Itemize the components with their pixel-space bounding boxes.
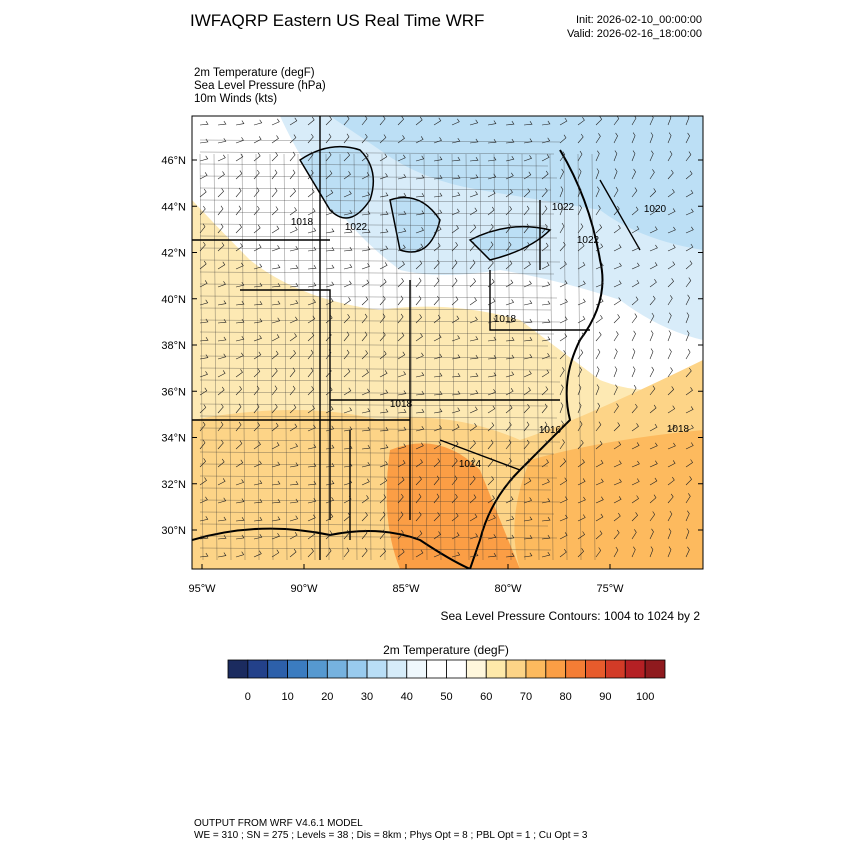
lon-label: 95°W xyxy=(188,583,216,595)
colorbar-label: 20 xyxy=(321,691,333,703)
contour-label: 1018 xyxy=(390,399,413,410)
colorbar-label: 60 xyxy=(480,691,492,703)
colorbar-box xyxy=(585,659,606,679)
init-time: Init: 2026-02-10_00:00:00 xyxy=(576,14,702,26)
colorbar-box xyxy=(326,659,348,679)
colorbar-box xyxy=(227,659,249,679)
lon-label: 75°W xyxy=(596,583,624,595)
lat-label: 40°N xyxy=(161,294,186,306)
field-label: 2m Temperature (degF) xyxy=(194,67,315,79)
footer-line: OUTPUT FROM WRF V4.6.1 MODEL xyxy=(194,818,363,829)
colorbar-box xyxy=(644,659,666,679)
contour-label: 1014 xyxy=(459,459,482,470)
contour-label: 1020 xyxy=(644,204,667,215)
colorbar-label: 100 xyxy=(636,691,654,703)
colorbar-box xyxy=(247,659,269,679)
colorbar-label: 40 xyxy=(401,691,413,703)
colorbar-box xyxy=(426,659,447,679)
colorbar-label: 70 xyxy=(520,691,532,703)
contour-note: Sea Level Pressure Contours: 1004 to 102… xyxy=(441,609,701,623)
contour-label: 1022 xyxy=(552,202,575,213)
colorbar-label: 30 xyxy=(361,691,373,703)
lon-label: 80°W xyxy=(494,583,522,595)
lat-label: 46°N xyxy=(161,155,186,167)
colorbar-box xyxy=(386,659,408,679)
lat-label: 42°N xyxy=(161,248,186,260)
colorbar-label: 50 xyxy=(440,691,452,703)
colorbar-box xyxy=(525,659,547,679)
contour-label: 1016 xyxy=(539,425,562,436)
contour-label: 1018 xyxy=(494,314,517,325)
contour-label: 1022 xyxy=(577,235,600,246)
great-lakes xyxy=(298,145,552,261)
colorbar-label: 0 xyxy=(245,691,251,703)
title: IWFAQRP Eastern US Real Time WRF xyxy=(190,11,484,30)
lat-label: 44°N xyxy=(161,201,186,213)
colorbar-box xyxy=(406,659,428,679)
lon-label: 90°W xyxy=(290,583,318,595)
contour-label: 1022 xyxy=(345,222,368,233)
colorbar-box xyxy=(605,659,626,679)
colorbar-box xyxy=(505,659,527,679)
lat-label: 30°N xyxy=(161,525,186,537)
colorbar-box xyxy=(366,659,388,679)
colorbar-label: 90 xyxy=(599,691,611,703)
map-field: 1018 1022 1022 1022 1020 1018 1018 1016 1014 1018 xyxy=(192,116,703,569)
colorbar-box xyxy=(485,659,507,679)
cold-zone xyxy=(330,116,703,250)
contour-label: 1018 xyxy=(291,217,314,228)
colorbar-box xyxy=(267,659,288,679)
contour-labels: 1018 1022 1022 1022 1020 1018 1018 1016 1014 1018 xyxy=(291,202,690,470)
colorbar-box xyxy=(465,659,487,679)
colorbar-box xyxy=(287,659,308,679)
footer-line: WE = 310 ; SN = 275 ; Levels = 38 ; Dis … xyxy=(194,830,588,841)
state-lines xyxy=(192,116,641,560)
field-label: Sea Level Pressure (hPa) xyxy=(194,80,326,92)
colorbar-box xyxy=(446,659,467,679)
colorbar-box xyxy=(307,659,328,679)
lat-label: 38°N xyxy=(161,340,186,352)
lon-label: 85°W xyxy=(392,583,420,595)
colorbar-box xyxy=(624,659,646,679)
colorbar-box xyxy=(346,659,368,679)
barb-field xyxy=(199,116,694,558)
colorbar-box xyxy=(565,659,586,679)
boundaries xyxy=(192,116,641,561)
ocean-warm xyxy=(514,430,703,569)
colorbar-label: 80 xyxy=(560,691,572,703)
colorbar-box xyxy=(545,659,567,679)
contour-label: 1018 xyxy=(667,424,690,435)
map-axes: 46°N 44°N 42°N 40°N 38°N 36°N 34°N 32°N 30°N 95°W… xyxy=(161,155,703,595)
colorbar: 0 10 20 30 40 50 60 70 80 90 100 xyxy=(227,659,666,703)
wind-barbs xyxy=(199,116,694,558)
coastline xyxy=(469,149,604,569)
lat-label: 34°N xyxy=(161,433,186,445)
lat-label: 36°N xyxy=(161,386,186,398)
valid-time: Valid: 2026-02-16_18:00:00 xyxy=(567,28,702,40)
map-frame xyxy=(191,115,704,570)
colorbar-label: 10 xyxy=(281,691,293,703)
field-label: 10m Winds (kts) xyxy=(194,93,277,105)
colorbar-title: 2m Temperature (degF) xyxy=(383,643,509,657)
lat-label: 32°N xyxy=(161,479,186,491)
